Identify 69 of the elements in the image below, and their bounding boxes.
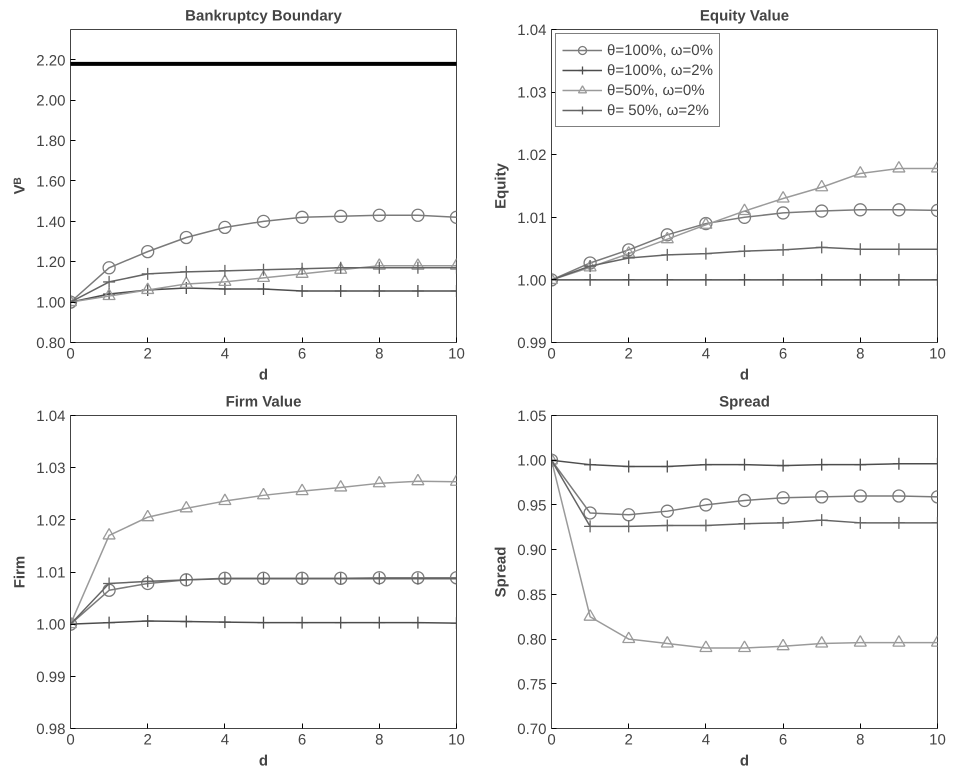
chart-title: Equity Value (700, 8, 790, 24)
y-tick-label: 1.03 (517, 84, 547, 102)
x-tick-label: 2 (624, 346, 633, 362)
x-tick-label: 4 (220, 732, 230, 748)
x-tick-label: 0 (547, 346, 556, 362)
x-axis-title: d (258, 752, 268, 770)
x-axis-title: d (740, 366, 750, 384)
y-tick-label: 1.04 (517, 22, 547, 39)
y-tick-label: 0.99 (517, 335, 547, 352)
y-tick-label: 2.20 (36, 52, 66, 70)
y-tick-label: 0.75 (517, 676, 547, 694)
chart-title: Bankruptcy Boundary (185, 8, 343, 24)
x-tick-label: 10 (448, 732, 465, 748)
x-tick-label: 0 (66, 732, 75, 748)
y-tick-label: 0.95 (517, 497, 547, 514)
x-tick-label: 2 (624, 732, 633, 748)
y-tick-label: 0.80 (517, 632, 547, 649)
x-tick-label: 0 (547, 732, 556, 748)
x-tick-label: 4 (220, 346, 230, 362)
x-tick-label: 10 (929, 732, 946, 748)
x-tick-label: 8 (856, 346, 864, 362)
chart-title: Spread (719, 394, 770, 410)
y-tick-label: 1.80 (36, 133, 66, 150)
y-tick-label: 1.01 (517, 210, 547, 227)
y-tick-label: 0.85 (517, 586, 547, 604)
y-tick-label: 1.02 (517, 147, 547, 164)
x-tick-label: 10 (448, 346, 465, 362)
y-tick-label: 2.00 (36, 92, 66, 110)
y-tick-label: 1.00 (517, 272, 547, 290)
y-axis-title: Equity (492, 162, 510, 209)
x-tick-label: 2 (144, 732, 152, 748)
x-tick-label: 6 (778, 346, 788, 362)
x-tick-label: 8 (375, 732, 384, 748)
legend-label: θ=100%, ω=0% (607, 42, 713, 58)
x-tick-label: 10 (929, 346, 946, 362)
x-tick-label: 6 (298, 732, 306, 748)
y-tick-label: 1.40 (36, 214, 66, 231)
y-axis-title: Vᴮ (11, 177, 28, 194)
y-tick-label: 1.00 (36, 294, 66, 312)
x-tick-label: 4 (702, 346, 710, 362)
legend-label: θ=50%, ω=0% (607, 82, 705, 98)
x-tick-label: 8 (375, 346, 384, 362)
y-tick-label: 1.05 (517, 408, 547, 425)
x-tick-label: 8 (856, 732, 864, 748)
y-tick-label: 1.00 (517, 452, 547, 470)
chart-title: Firm Value (226, 394, 302, 410)
y-tick-label: 0.80 (36, 335, 66, 352)
y-tick-label: 0.70 (517, 721, 547, 738)
x-tick-label: 0 (66, 346, 75, 362)
y-tick-label: 1.01 (36, 564, 66, 582)
legend-label: θ= 50%, ω=2% (607, 102, 709, 118)
y-axis-title: Spread (492, 546, 510, 598)
x-axis-title: d (740, 752, 750, 770)
y-tick-label: 1.03 (36, 460, 66, 478)
x-tick-label: 4 (702, 732, 710, 748)
y-tick-label: 1.04 (36, 408, 66, 425)
x-tick-label: 6 (778, 732, 788, 748)
y-tick-label: 1.02 (36, 512, 66, 530)
y-axis-title: Firm (11, 556, 28, 588)
y-tick-label: 1.20 (36, 254, 66, 272)
x-tick-label: 6 (298, 346, 306, 362)
y-tick-label: 1.00 (36, 616, 66, 634)
legend-label: θ=100%, ω=2% (607, 62, 713, 78)
y-tick-label: 1.60 (36, 173, 66, 190)
y-tick-label: 0.99 (36, 668, 66, 686)
y-tick-label: 0.98 (36, 721, 66, 738)
x-axis-title: d (258, 366, 268, 384)
y-tick-label: 0.90 (517, 542, 547, 560)
x-tick-label: 2 (144, 346, 152, 362)
